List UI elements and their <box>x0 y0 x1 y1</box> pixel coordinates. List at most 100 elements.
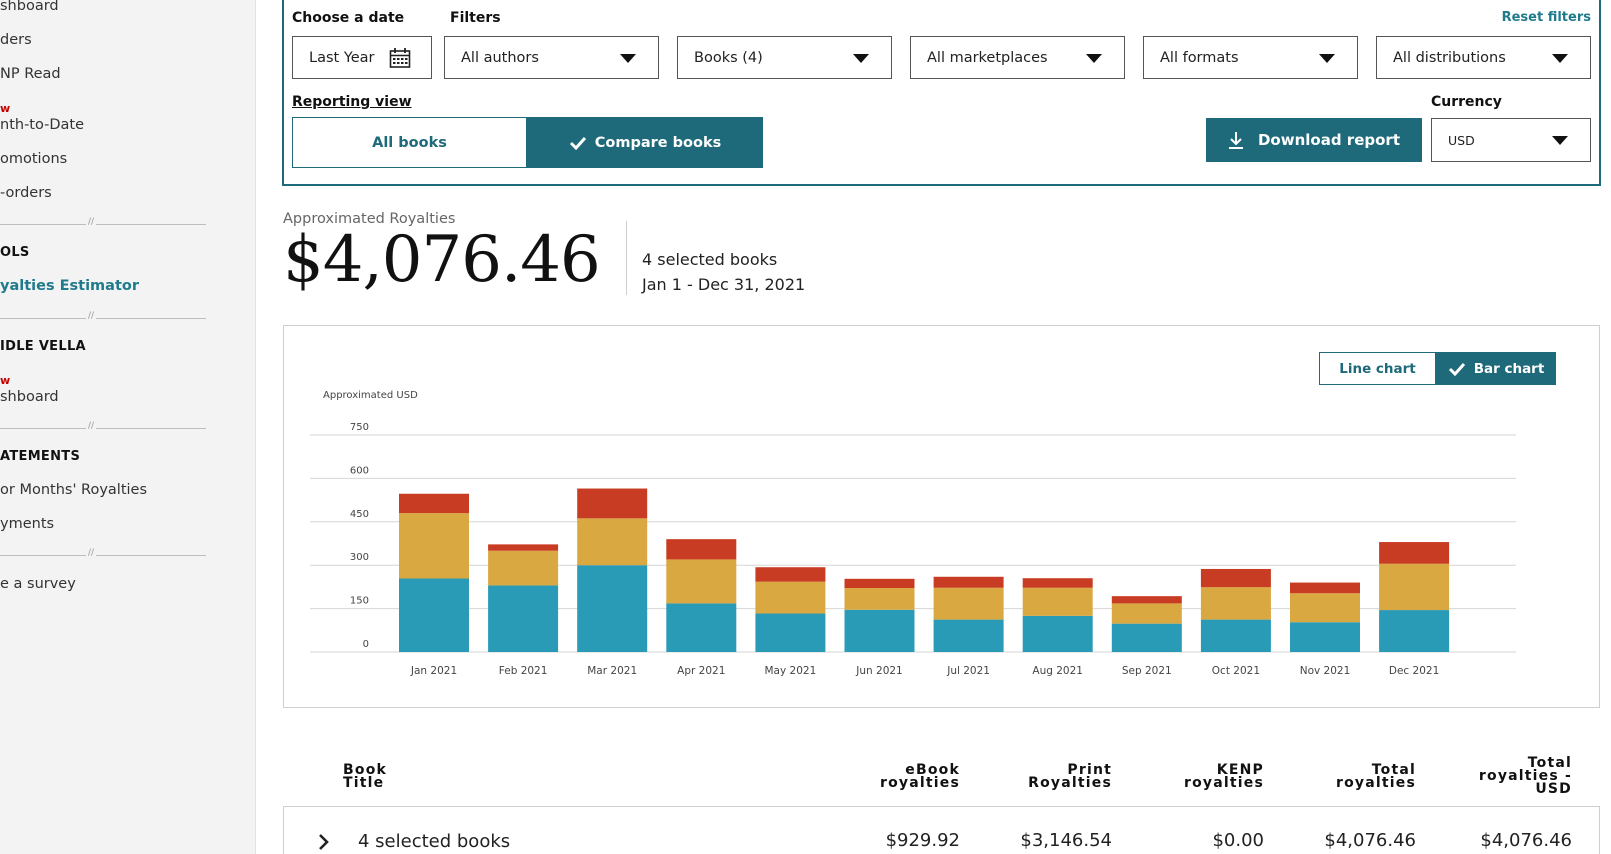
sidebar-divider: // <box>0 421 206 431</box>
x-tick-label: Dec 2021 <box>1389 665 1439 677</box>
y-tick-label: 750 <box>350 422 369 433</box>
download-icon <box>1228 132 1243 149</box>
calendar-icon <box>389 48 411 68</box>
download-report-button[interactable]: Download report <box>1206 118 1422 162</box>
col-header-line: eBook <box>905 762 960 778</box>
col-header-line: Total <box>1371 762 1416 778</box>
y-tick-label: 450 <box>350 509 369 520</box>
sidebar-item-kenp-read[interactable]: NP Read <box>0 66 61 82</box>
tab-compare-books[interactable]: Compare books <box>527 117 763 168</box>
col-header-line: USD <box>1535 781 1572 797</box>
col-header-line: royalties - <box>1478 768 1572 784</box>
bar-chart-toggle[interactable]: Bar chart <box>1436 352 1556 385</box>
x-tick-label: Jan 2021 <box>410 665 457 677</box>
sidebar-item-month-to-date[interactable]: nth-to-Date <box>0 117 85 133</box>
bar-segment <box>1290 622 1360 652</box>
col-header-line: Print <box>1067 762 1112 778</box>
bar-segment <box>1022 615 1093 652</box>
filters-label: Filters <box>450 10 501 26</box>
marketplaces-dropdown[interactable]: All marketplaces <box>910 36 1125 79</box>
date-value: Last Year <box>309 49 375 66</box>
bar-segment <box>755 581 826 614</box>
sidebar-item-royalties-estimator[interactable]: yalties Estimator <box>0 278 139 294</box>
royalties-total: $4,076.46 <box>283 223 601 297</box>
row-total-royalties-usd: $4,076.46 <box>1480 830 1572 851</box>
sidebar-item-payments[interactable]: yments <box>0 516 55 532</box>
compare-books-label: Compare books <box>594 134 722 151</box>
bar-segment <box>844 578 915 589</box>
caret-down-icon <box>1552 54 1568 63</box>
distributions-dropdown[interactable]: All distributions <box>1376 36 1591 79</box>
currency-dropdown[interactable]: USD <box>1431 118 1591 162</box>
bar-segment <box>933 619 1004 652</box>
row-total-royalties: $4,076.46 <box>1324 830 1416 851</box>
bar-segment <box>1111 603 1182 624</box>
download-report-label: Download report <box>1257 131 1400 149</box>
new-badge: w <box>0 374 11 387</box>
y-tick-label: 600 <box>350 465 369 476</box>
bar-chart: Approximated USD 0 150 300 450 600 750 Jan 2021… <box>310 390 1516 677</box>
caret-down-icon <box>1552 136 1568 145</box>
marketplaces-dropdown-value: All marketplaces <box>927 49 1048 66</box>
sidebar-item-dashboard[interactable]: shboard <box>0 0 59 14</box>
col-header-line: Book <box>343 762 388 778</box>
sidebar-divider: // <box>0 548 206 558</box>
caret-down-icon <box>853 54 869 63</box>
bar-segment <box>1379 610 1450 652</box>
sidebar-item-promotions[interactable]: omotions <box>0 151 68 167</box>
col-header-ebook-royalties: eBook royalties <box>879 762 960 791</box>
sidebar-item-pre-orders[interactable]: -orders <box>0 185 52 201</box>
caret-down-icon <box>620 54 636 63</box>
sidebar-heading-statements: ATEMENTS <box>0 449 81 464</box>
row-book-title[interactable]: 4 selected books <box>358 831 511 852</box>
x-tick-label: May 2021 <box>765 665 817 677</box>
sidebar-heading-tools: OLS <box>0 245 30 260</box>
caret-down-icon <box>1086 54 1102 63</box>
x-tick-label: Nov 2021 <box>1300 665 1351 677</box>
row-print-royalties: $3,146.54 <box>1020 830 1112 851</box>
bar-segment <box>399 493 469 514</box>
col-header-line: Total <box>1527 755 1572 771</box>
distributions-dropdown-value: All distributions <box>1393 49 1506 66</box>
bar-segment <box>399 513 469 579</box>
authors-dropdown[interactable]: All authors <box>444 36 659 79</box>
sidebar-item-prior-months-royalties[interactable]: or Months' Royalties <box>0 482 148 498</box>
sidebar-item-orders[interactable]: ders <box>0 32 32 48</box>
bar-segment <box>577 565 648 652</box>
filter-panel: Choose a date Filters Reset filters Last… <box>282 0 1601 186</box>
reporting-view-label: Reporting view <box>292 94 412 110</box>
col-header-line: KENP <box>1216 762 1264 778</box>
bar-segment <box>1200 619 1271 652</box>
sidebar-divider: // <box>0 311 206 321</box>
check-icon <box>1448 362 1465 376</box>
bar-segment <box>755 613 826 652</box>
col-header-line: royalties <box>1335 775 1416 791</box>
sidebar-item-vella-dashboard[interactable]: shboard <box>0 389 59 405</box>
bar-segment <box>399 578 469 652</box>
bar-chart-label: Bar chart <box>1473 360 1545 377</box>
formats-dropdown-value: All formats <box>1160 49 1239 66</box>
line-chart-toggle[interactable]: Line chart <box>1319 352 1436 385</box>
books-dropdown[interactable]: Books (4) <box>677 36 892 79</box>
bar-segment <box>844 609 915 652</box>
bar-segment <box>1111 623 1182 652</box>
bar-segment <box>666 603 737 652</box>
sidebar-item-take-a-survey[interactable]: e a survey <box>0 576 76 592</box>
bar-segment <box>666 539 737 560</box>
formats-dropdown[interactable]: All formats <box>1143 36 1358 79</box>
bar-segment <box>933 587 1004 620</box>
reset-filters-link[interactable]: Reset filters <box>1501 10 1591 25</box>
date-picker[interactable]: Last Year <box>292 36 432 79</box>
bar-segment <box>1290 582 1360 594</box>
y-axis-label: Approximated USD <box>323 390 418 401</box>
col-header-line: royalties <box>879 775 960 791</box>
tab-all-books[interactable]: All books <box>292 117 527 168</box>
col-header-total-royalties-usd: Total royalties - USD <box>1478 755 1572 797</box>
check-icon <box>569 136 586 150</box>
sidebar-divider: // <box>0 217 206 227</box>
authors-dropdown-value: All authors <box>461 49 539 66</box>
approximated-royalties-label: Approximated Royalties <box>283 211 456 227</box>
bar-segment <box>577 488 648 519</box>
new-badge: w <box>0 102 11 115</box>
chevron-right-icon[interactable] <box>318 833 330 851</box>
